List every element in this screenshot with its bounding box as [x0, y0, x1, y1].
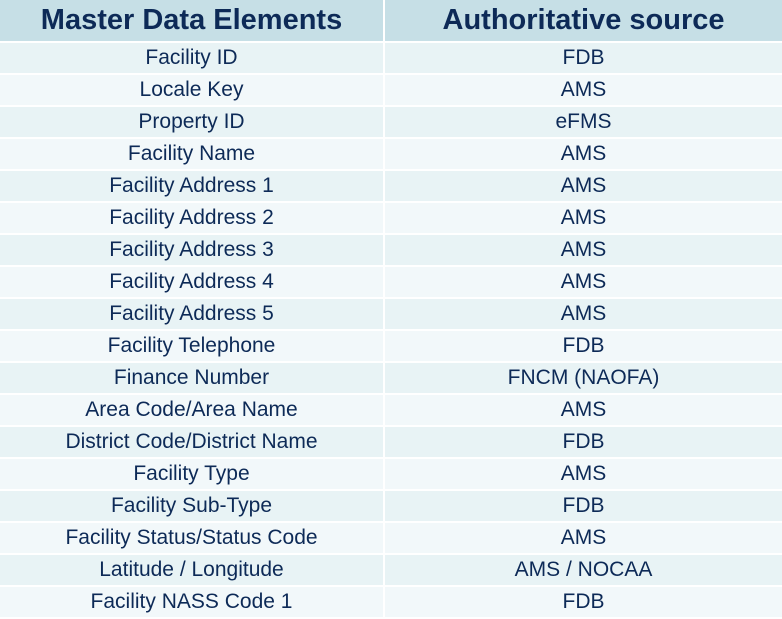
source-cell: AMS [384, 202, 782, 235]
source-cell: AMS [384, 138, 782, 171]
table-row: Facility Status/Status Code AMS [0, 522, 782, 555]
element-name-cell: Facility Address 3 [0, 234, 385, 267]
element-name-cell: Finance Number [0, 362, 385, 395]
element-name-cell: District Code/District Name [0, 426, 385, 459]
element-name-cell: Area Code/Area Name [0, 394, 385, 427]
element-name-cell: Facility ID [0, 42, 385, 75]
header-authoritative-source: Authoritative source [384, 0, 782, 43]
table-row: Facility Address 4 AMS [0, 266, 782, 299]
element-name-cell: Facility Address 5 [0, 298, 385, 331]
table-row: Facility Sub-Type FDB [0, 490, 782, 523]
table-row: Facility Address 2 AMS [0, 202, 782, 235]
source-cell: AMS [384, 458, 782, 491]
element-name-cell: Facility Sub-Type [0, 490, 385, 523]
source-cell: AMS [384, 74, 782, 107]
source-cell: FDB [384, 330, 782, 363]
table-row: Facility Type AMS [0, 458, 782, 491]
element-name-cell: Latitude / Longitude [0, 554, 385, 587]
table-row: Property ID eFMS [0, 106, 782, 139]
source-cell: FDB [384, 42, 782, 75]
table-row: Locale Key AMS [0, 74, 782, 107]
source-cell: AMS [384, 234, 782, 267]
source-cell: AMS [384, 266, 782, 299]
header-row: Master Data Elements Authoritative sourc… [0, 0, 782, 43]
source-cell: FDB [384, 490, 782, 523]
source-cell: AMS [384, 298, 782, 331]
source-cell: AMS [384, 170, 782, 203]
table-row: Latitude / Longitude AMS / NOCAA [0, 554, 782, 587]
element-name-cell: Locale Key [0, 74, 385, 107]
source-cell: FDB [384, 586, 782, 619]
table-row: District Code/District Name FDB [0, 426, 782, 459]
table-row: Facility Address 3 AMS [0, 234, 782, 267]
source-cell: AMS [384, 522, 782, 555]
table-row: Facility Address 5 AMS [0, 298, 782, 331]
table-row: Facility NASS Code 1 FDB [0, 586, 782, 619]
table-row: Area Code/Area Name AMS [0, 394, 782, 427]
source-cell: AMS [384, 394, 782, 427]
element-name-cell: Property ID [0, 106, 385, 139]
table-body: Facility ID FDB Locale Key AMS Property ID eF… [0, 42, 782, 619]
element-name-cell: Facility Telephone [0, 330, 385, 363]
element-name-cell: Facility Address 4 [0, 266, 385, 299]
source-cell: eFMS [384, 106, 782, 139]
table-row: Facility Telephone FDB [0, 330, 782, 363]
element-name-cell: Facility Address 2 [0, 202, 385, 235]
header-master-data-elements: Master Data Elements [0, 0, 385, 43]
table-row: Facility Name AMS [0, 138, 782, 171]
element-name-cell: Facility Name [0, 138, 385, 171]
source-cell: AMS / NOCAA [384, 554, 782, 587]
table-row: Facility Address 1 AMS [0, 170, 782, 203]
element-name-cell: Facility NASS Code 1 [0, 586, 385, 619]
source-cell: FNCM (NAOFA) [384, 362, 782, 395]
element-name-cell: Facility Type [0, 458, 385, 491]
table-row: Finance Number FNCM (NAOFA) [0, 362, 782, 395]
element-name-cell: Facility Address 1 [0, 170, 385, 203]
table-row: Facility ID FDB [0, 42, 782, 75]
element-name-cell: Facility Status/Status Code [0, 522, 385, 555]
source-cell: FDB [384, 426, 782, 459]
